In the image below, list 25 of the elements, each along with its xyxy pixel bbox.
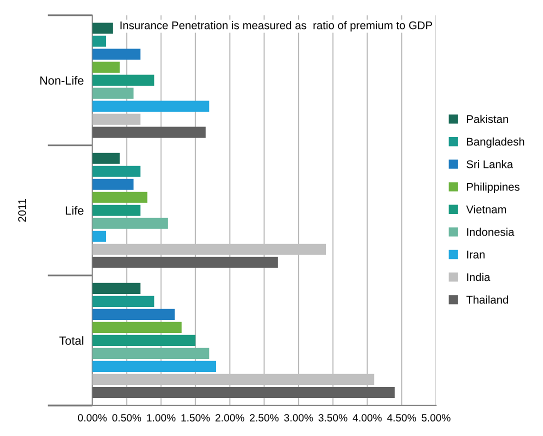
legend-label: Sri Lanka (466, 160, 514, 168)
x-tick-label: 0.50% (112, 414, 142, 422)
y-tick-label: Life (66, 206, 84, 215)
x-tick-label: 4.00% (352, 414, 382, 422)
x-tick-label: 1.50% (181, 414, 210, 422)
x-tick-label: 0.00% (78, 414, 107, 422)
x-tick-label: 2.00% (216, 414, 244, 422)
legend-label: Pakistan (467, 114, 508, 124)
legend-label: Bangladesh (467, 137, 524, 148)
annotation: Insurance Penetration is measured as ratio of premium to GDP (120, 21, 432, 32)
legend-label: Philippines (467, 182, 520, 193)
y-tick-label: Total (59, 336, 84, 345)
x-tick-label: 1.00% (147, 414, 176, 422)
y-tick-label: Non-Life (40, 76, 84, 85)
legend-label: Iran (467, 250, 485, 259)
legend-label: India (467, 272, 490, 282)
x-tick-label: 3.50% (318, 414, 348, 422)
x-tick-label: 4.50% (387, 414, 416, 422)
legend-label: Vietnam (466, 205, 506, 214)
legend-label: Indonesia (467, 228, 514, 236)
x-tick-label: 2.50% (250, 414, 279, 422)
legend-label: Thailand (466, 296, 508, 304)
x-tick-label: 5.00% (422, 414, 450, 422)
y-axis-title: 2011 (18, 198, 26, 222)
x-tick-label: 3.00% (284, 414, 313, 422)
